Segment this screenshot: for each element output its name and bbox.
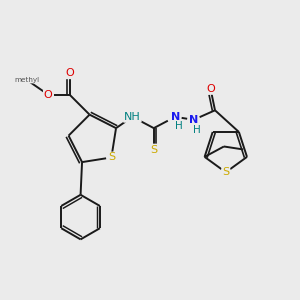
Text: H: H	[175, 121, 183, 131]
Text: S: S	[150, 145, 157, 154]
Text: S: S	[222, 167, 230, 177]
Text: H: H	[193, 125, 200, 135]
Text: N: N	[189, 115, 198, 125]
Text: O: O	[44, 90, 52, 100]
Text: O: O	[65, 68, 74, 78]
Text: S: S	[108, 152, 115, 163]
Text: methyl: methyl	[15, 77, 40, 83]
Text: NH: NH	[124, 112, 141, 122]
Text: N: N	[171, 112, 180, 122]
Text: O: O	[206, 84, 215, 94]
